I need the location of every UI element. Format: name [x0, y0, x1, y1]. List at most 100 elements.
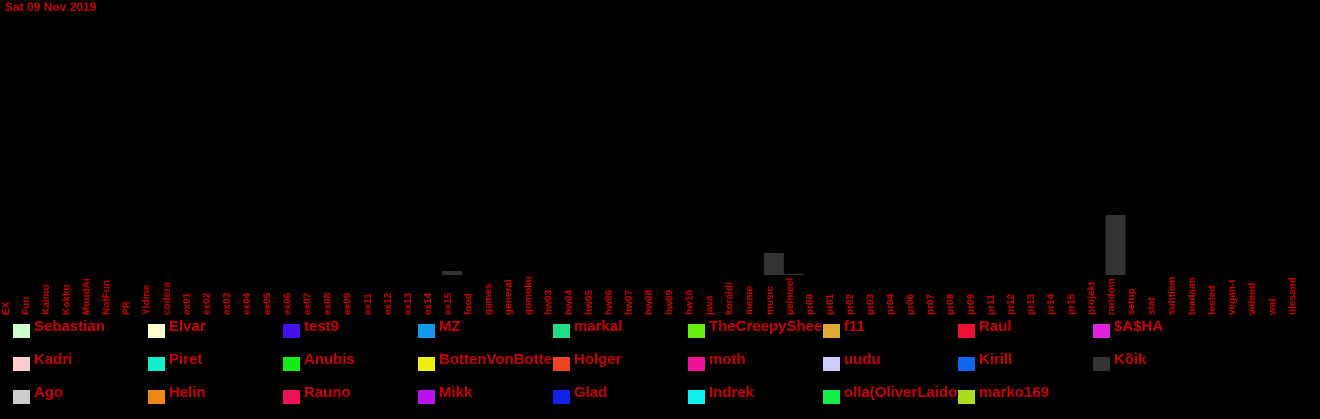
legend-swatch	[958, 390, 975, 404]
x-tick-label: pr03	[865, 293, 876, 315]
legend-item: Glad	[553, 384, 688, 404]
x-tick-label: EX	[1, 301, 12, 315]
legend-swatch	[13, 324, 30, 338]
x-tick-label: vegan-t	[1227, 279, 1238, 315]
legend-label: test9	[304, 318, 340, 335]
legend-swatch	[823, 390, 840, 404]
x-tick-label: ülesand	[1287, 277, 1298, 315]
x-tick-label: general	[504, 279, 515, 315]
legend-swatch	[958, 357, 975, 371]
x-tick-label: ex04	[242, 292, 253, 315]
x-tick-label: food	[463, 293, 474, 315]
x-tick-label: hw04	[564, 290, 575, 315]
bar-chart: EX Fun Kaimo Kokku MuudAi NotFun PR Yldine coder…	[1, 215, 1298, 316]
legend-swatch	[688, 357, 705, 371]
legend-swatch	[283, 324, 300, 338]
legend-label: moth	[709, 351, 746, 368]
legend-label: marko169	[979, 384, 1050, 401]
x-tick-label: ex11	[363, 293, 374, 315]
x-tick-label: hw09	[664, 290, 675, 315]
bar	[763, 253, 784, 275]
legend-item: Indrek	[688, 384, 823, 404]
legend-item: Kõik	[1093, 351, 1228, 371]
x-tick-label: pr14	[1046, 293, 1057, 315]
legend-item: Elvar	[148, 318, 283, 338]
legend-label: TheCreepySheep	[709, 318, 823, 335]
x-tick-label: ex14	[423, 292, 434, 315]
legend-item: olla(OliverLaidoja)	[823, 384, 958, 404]
legend-swatch	[823, 357, 840, 371]
bar	[1105, 215, 1126, 275]
x-tick-label: ex06	[282, 292, 293, 315]
legend-label: MZ	[439, 318, 461, 335]
legend-item: marko169	[958, 384, 1093, 404]
legend-item: Piret	[148, 351, 283, 371]
x-tick-label: pr00	[805, 293, 816, 315]
x-tick-label: setup	[1127, 288, 1138, 315]
x-tick-label: projekt	[1086, 281, 1097, 315]
legend-label: Raul	[979, 318, 1012, 335]
legend-label: Holger	[574, 351, 622, 368]
legend-swatch	[688, 324, 705, 338]
legend-swatch	[283, 357, 300, 371]
x-tick-label: suhtlem	[1167, 277, 1178, 315]
legend-swatch	[688, 390, 705, 404]
legend-item: MZ	[418, 318, 553, 338]
x-tick-label: tested	[1207, 286, 1218, 315]
legend-swatch	[958, 324, 975, 338]
legend-label: markal	[574, 318, 623, 335]
x-tick-label: java	[705, 295, 716, 316]
x-tick-label: ex07	[303, 292, 314, 315]
x-tick-label: ex12	[383, 292, 394, 315]
x-tick-label: games	[483, 283, 494, 315]
x-tick-label: pr04	[885, 293, 896, 315]
x-tick-label: pr02	[845, 293, 856, 315]
legend-item: f11	[823, 318, 958, 338]
x-tick-label: Yldine	[142, 285, 153, 315]
legend-label: olla(OliverLaidoja)	[844, 384, 958, 401]
legend-swatch	[553, 324, 570, 338]
x-tick-label: hw08	[644, 290, 655, 315]
x-tick-label: meme	[745, 286, 756, 315]
x-tick-label: wat	[1267, 298, 1278, 316]
x-tick-label: ex02	[202, 292, 213, 315]
x-tick-label: koraldi	[725, 282, 736, 315]
bar	[442, 271, 463, 275]
x-tick-label: ex05	[262, 292, 273, 315]
x-tick-label: pr15	[1066, 293, 1077, 315]
x-tick-label: ex01	[182, 292, 193, 315]
legend-label: Kadri	[34, 351, 73, 368]
x-tick-label: Kokku	[61, 284, 72, 315]
x-tick-label: Fun	[21, 297, 32, 315]
x-tick-label: MuudAi	[81, 278, 92, 315]
x-tick-label: hw05	[584, 290, 595, 315]
x-tick-label: hw10	[684, 290, 695, 315]
x-tick-label: ex03	[222, 292, 233, 315]
x-tick-label: pr07	[926, 293, 937, 315]
legend-item: Sebastian	[13, 318, 148, 338]
legend-label: uudu	[844, 351, 881, 368]
legend-swatch	[283, 390, 300, 404]
legend-item: Anubis	[283, 351, 418, 371]
legend-item: TheCreepySheep	[688, 318, 823, 338]
x-tick-label: codera	[162, 282, 173, 315]
legend-swatch	[823, 324, 840, 338]
legend-item: BottenVonBotten	[418, 351, 553, 371]
legend-item: Kirill	[958, 351, 1093, 371]
legend-label: Kirill	[979, 351, 1013, 368]
chart-title: Sat 09 Nov 2019	[5, 0, 97, 14]
legend-swatch	[418, 324, 435, 338]
legend-label: BottenVonBotten	[439, 351, 553, 368]
legend-item: Ago	[13, 384, 148, 404]
x-tick-label: hw06	[604, 290, 615, 315]
legend-swatch	[13, 390, 30, 404]
x-tick-label: music	[765, 286, 776, 315]
legend-label: Mikk	[439, 384, 473, 401]
legend-swatch	[1093, 324, 1110, 338]
x-tick-label: ex08	[323, 292, 334, 315]
legend-label: Ago	[34, 384, 64, 401]
legend-item: Raul	[958, 318, 1093, 338]
x-tick-label: videod	[1247, 283, 1258, 315]
legend-item: Kadri	[13, 351, 148, 371]
legend-item: Mikk	[418, 384, 553, 404]
